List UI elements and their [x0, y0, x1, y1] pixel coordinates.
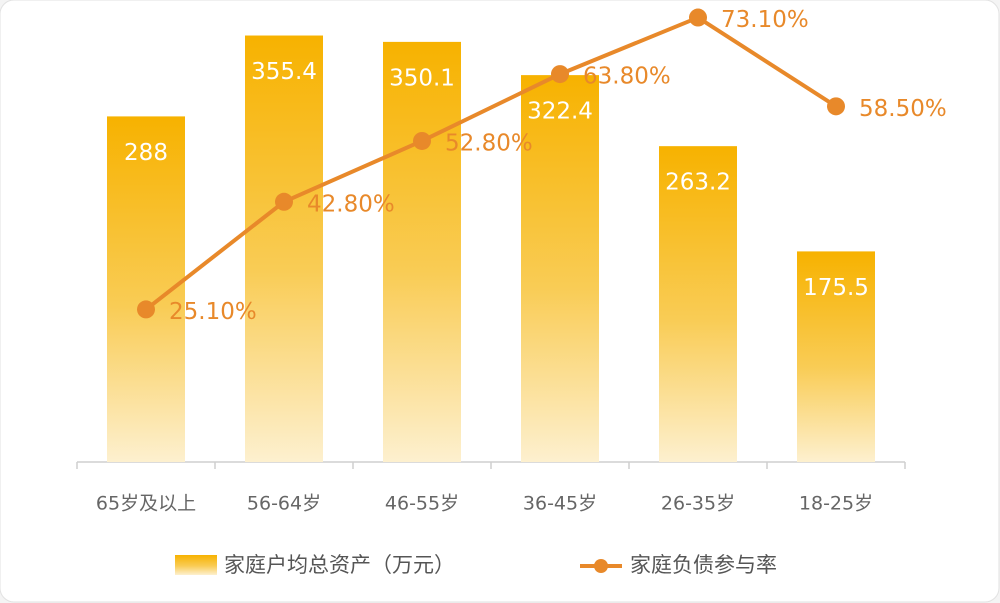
bar — [383, 41, 461, 462]
line — [144, 15, 838, 311]
legend-swatch — [594, 559, 608, 573]
line-value-label: 52.80% — [445, 130, 533, 156]
line-value-label: 58.50% — [859, 96, 947, 122]
line-point — [275, 192, 293, 211]
x-tick-label: 46-55岁 — [385, 493, 459, 515]
bar-value-label: 355.4 — [251, 59, 317, 85]
line-value-label: 42.80% — [307, 191, 395, 217]
x-tick-label: 18-25岁 — [799, 493, 873, 515]
bar — [521, 75, 599, 463]
x-tick-label: 65岁及以上 — [96, 493, 196, 515]
line-value-label: 25.10% — [169, 299, 257, 325]
bar-value-label: 350.1 — [389, 65, 455, 91]
bar-value-label: 322.4 — [527, 99, 593, 125]
line-point — [137, 300, 155, 319]
legend-swatch — [175, 555, 217, 575]
bar — [659, 146, 737, 462]
bar — [245, 35, 323, 463]
x-tick-label: 56-64岁 — [247, 493, 321, 515]
line-point — [551, 65, 569, 84]
legend-label: 家庭负债参与率 — [630, 553, 777, 577]
bar-value-label: 263.2 — [665, 170, 731, 196]
x-tick-label: 36-45岁 — [523, 493, 597, 515]
bar-value-label: 175.5 — [803, 275, 869, 301]
line-value-label: 73.10% — [721, 7, 809, 33]
bar-value-label: 288 — [124, 140, 168, 166]
line-point — [827, 97, 845, 116]
line-value-label: 63.80% — [583, 64, 671, 90]
line-point — [689, 8, 707, 27]
line-point — [413, 131, 431, 150]
bar — [797, 251, 875, 462]
x-tick-label: 26-35岁 — [661, 493, 735, 515]
legend-label: 家庭户均总资产（万元） — [224, 553, 455, 577]
